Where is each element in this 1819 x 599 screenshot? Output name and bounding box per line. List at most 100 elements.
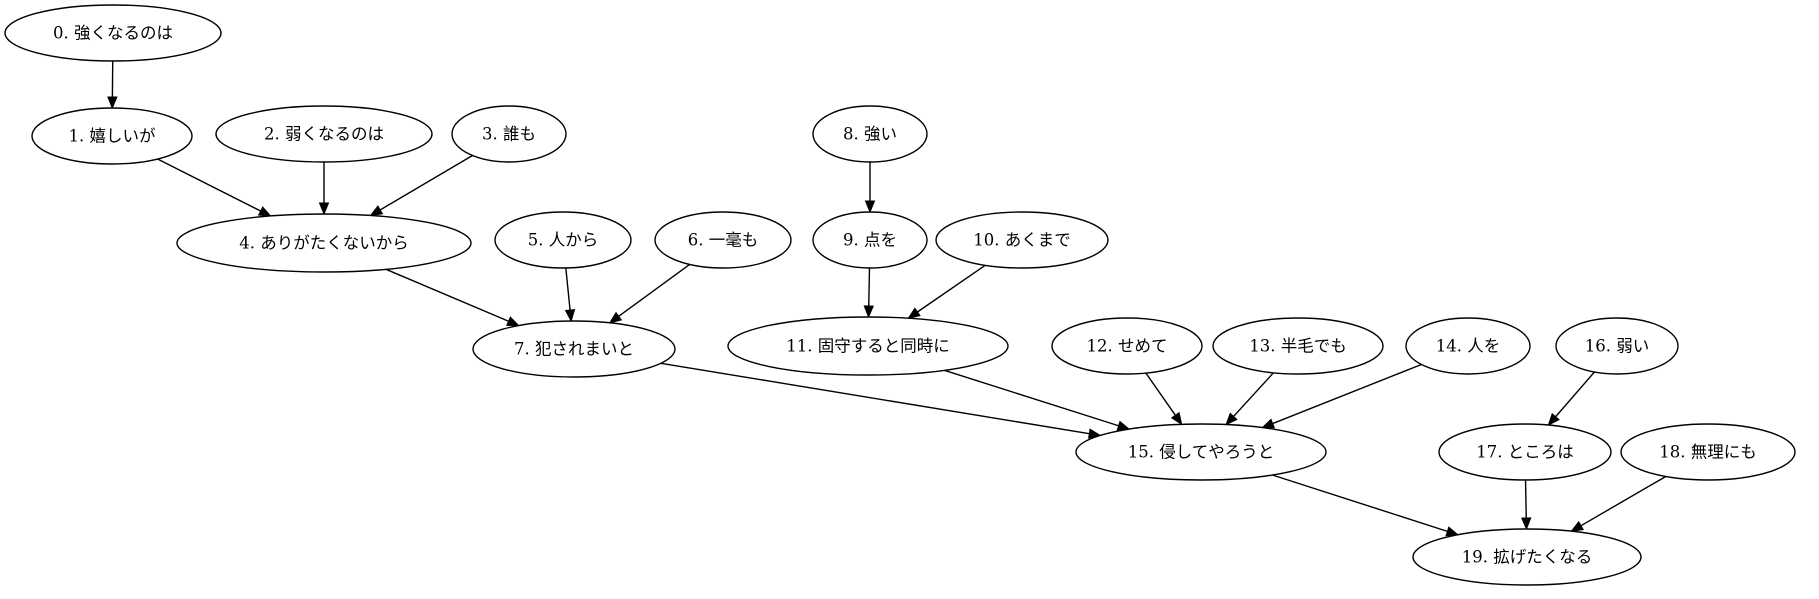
edge-line (1524, 479, 1527, 519)
edge-line (917, 264, 986, 313)
edge-line (1145, 372, 1176, 416)
node-label: 1. 嬉しいが (69, 127, 156, 146)
edge-4-to-7 (385, 268, 520, 327)
edge-line (1272, 363, 1422, 425)
edge-line (1580, 475, 1667, 527)
graph-node-18: 18. 無理にも (1620, 423, 1796, 481)
edge-line (1272, 474, 1448, 533)
node-ellipse (31, 107, 193, 165)
edge-10-to-11 (907, 264, 986, 319)
node-ellipse (1620, 423, 1796, 481)
node-label: 18. 無理にも (1659, 443, 1757, 462)
arrowhead-icon (863, 305, 875, 319)
arrowhead-icon (1225, 412, 1238, 426)
graph-node-4: 4. ありがたくないから (176, 213, 472, 273)
arrowhead-icon (318, 202, 330, 216)
edge-line (157, 158, 261, 212)
edge-line (565, 267, 571, 311)
edge-line (1233, 372, 1274, 417)
graph-node-3: 3. 誰も (451, 105, 567, 163)
node-label: 13. 半毛でも (1249, 337, 1347, 356)
node-label: 16. 弱い (1585, 337, 1650, 356)
node-ellipse (1212, 317, 1384, 375)
graph-node-1: 1. 嬉しいが (31, 107, 193, 165)
node-ellipse (1075, 423, 1327, 481)
node-label: 10. あくまで (973, 231, 1071, 250)
graph-node-16: 16. 弱い (1555, 317, 1679, 375)
graph-node-7: 7. 犯されまいと (472, 320, 676, 378)
edge-line (868, 267, 871, 307)
edge-2-to-4 (318, 162, 330, 216)
graph-node-0: 0. 強くなるのは (4, 4, 222, 62)
arrowhead-icon (1547, 412, 1560, 427)
edge-line (379, 154, 473, 211)
node-ellipse (215, 105, 433, 163)
graph-node-17: 17. ところは (1438, 423, 1612, 481)
node-ellipse (494, 211, 632, 269)
graph-node-13: 13. 半毛でも (1212, 317, 1384, 375)
graph-node-2: 2. 弱くなるのは (215, 105, 433, 163)
graph-node-15: 15. 侵してやろうと (1075, 423, 1327, 481)
edge-11-to-15 (944, 369, 1131, 431)
node-ellipse (1051, 317, 1203, 375)
graph-node-5: 5. 人から (494, 211, 632, 269)
node-label: 4. ありがたくないから (239, 234, 409, 253)
edge-5-to-7 (564, 267, 576, 323)
edge-line (1555, 371, 1595, 418)
edge-0-to-1 (107, 60, 118, 110)
node-ellipse (1412, 528, 1642, 586)
graph-node-6: 6. 一毫も (654, 211, 792, 269)
edge-15-to-19 (1272, 474, 1460, 537)
arrowhead-icon (864, 200, 876, 214)
arrowhead-icon (608, 311, 623, 324)
edge-layer (107, 60, 1667, 537)
node-label: 17. ところは (1476, 443, 1574, 462)
node-label: 3. 誰も (482, 125, 536, 144)
node-label: 0. 強くなるのは (53, 24, 173, 43)
graph-node-11: 11. 固守すると同時に (727, 316, 1009, 376)
node-label: 15. 侵してやろうと (1128, 443, 1275, 462)
node-ellipse (727, 316, 1009, 376)
node-ellipse (812, 105, 928, 163)
edge-16-to-17 (1547, 371, 1595, 427)
node-ellipse (472, 320, 676, 378)
node-label: 11. 固守すると同時に (786, 337, 950, 356)
arrowhead-icon (257, 206, 272, 217)
arrowhead-icon (107, 96, 118, 110)
node-label: 7. 犯されまいと (514, 340, 634, 359)
node-label: 14. 人を (1436, 337, 1501, 356)
arrowhead-icon (369, 205, 384, 217)
node-ellipse (1405, 317, 1531, 375)
arrowhead-icon (907, 307, 921, 319)
edge-line (660, 362, 1090, 435)
edge-18-to-19 (1570, 475, 1667, 532)
node-ellipse (1555, 317, 1679, 375)
edge-1-to-4 (157, 158, 272, 217)
graph-node-10: 10. あくまで (935, 211, 1109, 269)
graph-node-14: 14. 人を (1405, 317, 1531, 375)
arrowhead-icon (1170, 411, 1183, 426)
node-ellipse (812, 211, 928, 269)
node-label: 9. 点を (843, 231, 897, 250)
node-ellipse (451, 105, 567, 163)
node-ellipse (1438, 423, 1612, 481)
arrowhead-icon (1570, 520, 1585, 532)
node-ellipse (4, 4, 222, 62)
node-label: 2. 弱くなるのは (264, 125, 384, 144)
edge-12-to-15 (1145, 372, 1183, 426)
node-label: 5. 人から (528, 231, 599, 250)
node-label: 8. 強い (843, 125, 897, 144)
arrowhead-icon (1521, 517, 1532, 531)
graph-node-9: 9. 点を (812, 211, 928, 269)
edge-line (944, 369, 1119, 427)
arrowhead-icon (1445, 526, 1460, 537)
edge-17-to-19 (1521, 479, 1532, 531)
edge-13-to-15 (1225, 372, 1274, 426)
node-label: 19. 拡げたくなる (1462, 548, 1593, 567)
arrowhead-icon (564, 309, 576, 323)
edge-line (618, 263, 691, 317)
edge-line (385, 268, 509, 322)
node-ellipse (176, 213, 472, 273)
node-label: 6. 一毫も (688, 231, 759, 250)
